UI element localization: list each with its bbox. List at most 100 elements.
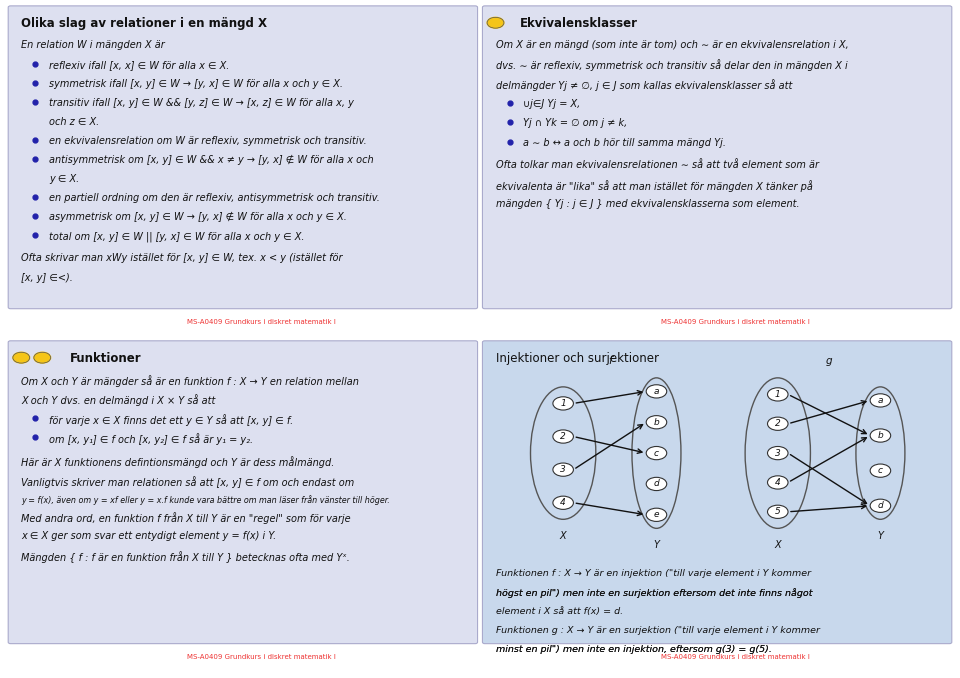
Circle shape [12, 353, 30, 363]
Text: 2 oktober 2014: 2 oktober 2014 [838, 319, 892, 325]
Text: b: b [654, 418, 660, 426]
Text: En relation W i mängden X är: En relation W i mängden X är [21, 40, 165, 50]
Text: 5: 5 [775, 507, 780, 516]
Text: x ∈ X ger som svar ett entydigt element y = f(x) i Y.: x ∈ X ger som svar ett entydigt element … [21, 532, 276, 541]
Circle shape [646, 508, 667, 521]
Text: ∪j∈J Yj = X,: ∪j∈J Yj = X, [523, 98, 581, 108]
Text: Mängden { f : f är en funktion från X till Y } betecknas ofta med Yˣ.: Mängden { f : f är en funktion från X ti… [21, 551, 350, 563]
Text: ekvivalenta är "lika" så att man istället för mängden X tänker på: ekvivalenta är "lika" så att man iställe… [495, 180, 812, 192]
Text: Yj ∩ Yk = ∅ om j ≠ k,: Yj ∩ Yk = ∅ om j ≠ k, [523, 118, 628, 128]
Text: c: c [877, 466, 883, 475]
Circle shape [870, 499, 891, 513]
Circle shape [553, 463, 573, 476]
Text: [x, y] ∈<).: [x, y] ∈<). [21, 273, 73, 283]
Text: MS-A0409 Grundkurs i diskret matematik I: MS-A0409 Grundkurs i diskret matematik I [661, 319, 810, 325]
Text: 2: 2 [775, 419, 780, 428]
Circle shape [767, 505, 788, 519]
Text: 3: 3 [561, 465, 566, 474]
Circle shape [646, 477, 667, 491]
Text: Funktioner: Funktioner [70, 353, 141, 365]
Text: Olika slag av relationer i en mängd X: Olika slag av relationer i en mängd X [21, 18, 267, 31]
Circle shape [646, 384, 667, 398]
Text: Injektioner och surjektioner: Injektioner och surjektioner [495, 353, 659, 365]
Circle shape [870, 464, 891, 477]
Text: Y: Y [654, 540, 660, 551]
Circle shape [553, 430, 573, 443]
Text: Om X är en mängd (som inte är tom) och ∼ är en ekvivalensrelation i X,: Om X är en mängd (som inte är tom) och ∼… [495, 40, 849, 50]
Text: 2 oktober 2014: 2 oktober 2014 [364, 654, 418, 660]
Text: högst en pil") men inte en surjektion eftersom det inte finns något: högst en pil") men inte en surjektion ef… [495, 588, 812, 598]
Text: MS-A0409 Grundkurs i diskret matematik I: MS-A0409 Grundkurs i diskret matematik I [187, 654, 336, 660]
Text: G. Gripenberg  (Aalto-universitetet): G. Gripenberg (Aalto-universitetet) [489, 319, 612, 325]
Text: högst en pil") men inte en surjektion eftersom det inte finns något: högst en pil") men inte en surjektion ef… [495, 588, 812, 598]
Circle shape [34, 353, 51, 363]
Text: minst en pil") men inte en injektion, eftersom g(3) = g(5).: minst en pil") men inte en injektion, ef… [495, 645, 772, 654]
Text: Här är X funktionens defintionsmängd och Y är dess målmängd.: Här är X funktionens defintionsmängd och… [21, 456, 335, 468]
Text: 2 oktober 2014: 2 oktober 2014 [364, 319, 418, 325]
Text: delmängder Yj ≠ ∅, j ∈ J som kallas ekvivalensklasser så att: delmängder Yj ≠ ∅, j ∈ J som kallas ekvi… [495, 79, 792, 91]
Text: X: X [560, 532, 566, 541]
Text: Ekvivalensklasser: Ekvivalensklasser [519, 18, 637, 31]
FancyBboxPatch shape [9, 6, 477, 308]
Text: MS-A0409 Grundkurs i diskret matematik I: MS-A0409 Grundkurs i diskret matematik I [187, 319, 336, 325]
Text: 2 oktober 2014: 2 oktober 2014 [838, 654, 892, 660]
Circle shape [646, 416, 667, 429]
Circle shape [870, 394, 891, 407]
Circle shape [553, 397, 573, 410]
Text: Om X och Y är mängder så är en funktion f : X → Y en relation mellan: Om X och Y är mängder så är en funktion … [21, 375, 359, 386]
Text: dvs. ∼ är reflexiv, symmetrisk och transitiv så delar den in mängden X i: dvs. ∼ är reflexiv, symmetrisk och trans… [495, 60, 848, 71]
Text: 19 / 45: 19 / 45 [438, 654, 462, 660]
Text: f: f [608, 356, 612, 366]
Circle shape [767, 447, 788, 460]
Text: Med andra ord, en funktion f från X till Y är en "regel" som för varje: Med andra ord, en funktion f från X till… [21, 512, 351, 523]
Text: Ofta skrivar man xWy istället för [x, y] ∈ W, tex. x < y (istället för: Ofta skrivar man xWy istället för [x, y]… [21, 253, 343, 263]
Text: 3: 3 [775, 449, 780, 458]
Text: c: c [654, 449, 659, 458]
Text: antisymmetrisk om [x, y] ∈ W && x ≠ y → [y, x] ∉ W för alla x och: antisymmetrisk om [x, y] ∈ W && x ≠ y → … [49, 155, 373, 165]
Text: 18 / 45: 18 / 45 [912, 319, 936, 325]
Circle shape [553, 496, 573, 509]
Text: och z ∈ X.: och z ∈ X. [49, 117, 100, 127]
Text: X: X [775, 540, 781, 551]
Text: Y: Y [877, 532, 883, 541]
Text: 20 / 45: 20 / 45 [912, 654, 936, 660]
Text: Ofta tolkar man ekvivalensrelationen ∼ så att två element som är: Ofta tolkar man ekvivalensrelationen ∼ s… [495, 160, 819, 170]
Text: MS-A0409 Grundkurs i diskret matematik I: MS-A0409 Grundkurs i diskret matematik I [661, 654, 810, 660]
Text: a: a [654, 387, 660, 396]
Text: G. Gripenberg  (Aalto-universitetet): G. Gripenberg (Aalto-universitetet) [14, 654, 138, 660]
Text: element i X så att f(x) = d.: element i X så att f(x) = d. [495, 607, 623, 616]
Text: 1: 1 [561, 399, 566, 408]
Text: G. Gripenberg  (Aalto-universitetet): G. Gripenberg (Aalto-universitetet) [14, 319, 138, 325]
Text: total om [x, y] ∈ W || [y, x] ∈ W för alla x och y ∈ X.: total om [x, y] ∈ W || [y, x] ∈ W för al… [49, 231, 304, 241]
Text: g: g [826, 356, 832, 366]
Text: 2: 2 [561, 432, 566, 441]
Text: d: d [654, 479, 660, 488]
Text: en ekvivalensrelation om W är reflexiv, symmetrisk och transitiv.: en ekvivalensrelation om W är reflexiv, … [49, 136, 367, 146]
Text: y = f(x), även om y = xf eller y = x.f kunde vara bättre om man läser från vänst: y = f(x), även om y = xf eller y = x.f k… [21, 495, 390, 505]
Text: e: e [654, 511, 660, 519]
FancyBboxPatch shape [483, 6, 951, 308]
Text: 17 / 45: 17 / 45 [438, 319, 462, 325]
Text: för varje x ∈ X finns det ett y ∈ Y så att [x, y] ∈ f.: för varje x ∈ X finns det ett y ∈ Y så a… [49, 414, 294, 426]
Text: a: a [877, 396, 883, 405]
Text: 1: 1 [775, 390, 780, 399]
FancyBboxPatch shape [483, 341, 951, 643]
Circle shape [767, 476, 788, 489]
Text: minst en pil") men inte en injektion, eftersom g(3) = g(5).: minst en pil") men inte en injektion, ef… [495, 645, 772, 654]
Text: 4: 4 [561, 498, 566, 507]
Text: G. Gripenberg  (Aalto-universitetet): G. Gripenberg (Aalto-universitetet) [489, 654, 612, 660]
Text: asymmetrisk om [x, y] ∈ W → [y, x] ∉ W för alla x och y ∈ X.: asymmetrisk om [x, y] ∈ W → [y, x] ∉ W f… [49, 212, 348, 222]
Circle shape [646, 447, 667, 460]
Text: reflexiv ifall [x, x] ∈ W för alla x ∈ X.: reflexiv ifall [x, x] ∈ W för alla x ∈ X… [49, 60, 229, 71]
Text: a ∼ b ↔ a och b hör till samma mängd Yj.: a ∼ b ↔ a och b hör till samma mängd Yj. [523, 138, 727, 148]
Text: Funktionen g : X → Y är en surjektion ("till varje element i Y kommer: Funktionen g : X → Y är en surjektion ("… [495, 626, 820, 635]
Circle shape [487, 18, 504, 28]
Text: d: d [877, 501, 883, 511]
Circle shape [767, 388, 788, 401]
Circle shape [767, 417, 788, 431]
Text: Funktionen f : X → Y är en injektion ("till varje element i Y kommer: Funktionen f : X → Y är en injektion ("t… [495, 569, 810, 578]
Text: mängden { Yj : j ∈ J } med ekvivalensklasserna som element.: mängden { Yj : j ∈ J } med ekvivalenskla… [495, 199, 799, 210]
FancyBboxPatch shape [9, 341, 477, 643]
Text: X och Y dvs. en delmängd i X × Y så att: X och Y dvs. en delmängd i X × Y så att [21, 395, 216, 406]
Text: y ∈ X.: y ∈ X. [49, 174, 80, 184]
